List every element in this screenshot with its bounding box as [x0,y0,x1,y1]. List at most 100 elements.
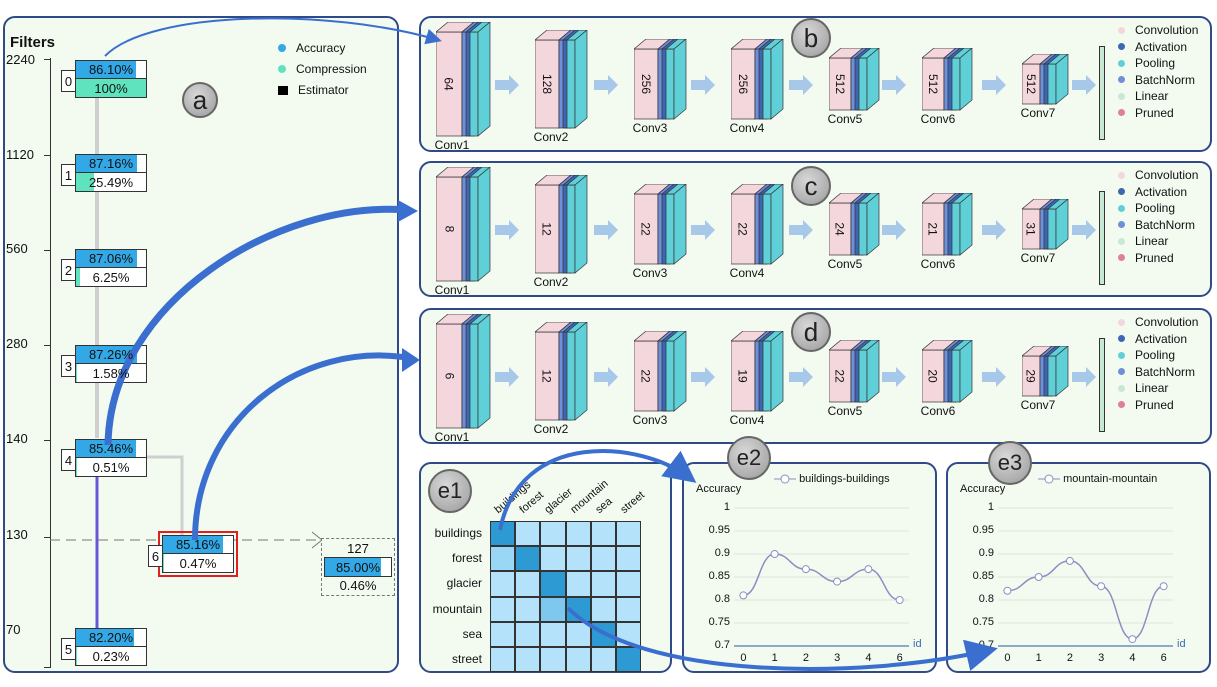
heatmap-cell[interactable] [590,596,616,622]
data-point[interactable] [1034,573,1043,581]
node-compression: 6.25% [75,268,147,287]
layer-legend-item: Pooling [1118,201,1175,215]
compression-text: 0.47% [179,555,217,571]
layer-block[interactable] [731,39,795,123]
heatmap-cell[interactable] [565,647,591,673]
layer-block[interactable] [829,48,891,114]
heatmap-cell[interactable] [565,521,591,547]
layer-block[interactable] [731,184,795,268]
layer-filter-count: 24 [829,203,851,255]
data-point[interactable] [1159,582,1168,591]
heatmap-cell[interactable] [515,647,541,673]
layer-block[interactable] [922,48,984,114]
layer-block[interactable] [922,340,984,406]
heatmap-cell[interactable] [590,571,616,597]
layer-block[interactable] [731,331,795,415]
heatmap-cell[interactable] [515,596,541,622]
heatmap-cell[interactable] [616,621,642,647]
heatmap-cell[interactable] [616,571,642,597]
heatmap-cell[interactable] [616,546,642,572]
heatmap-cell[interactable] [590,546,616,572]
heatmap-cell[interactable] [490,571,516,597]
heatmap-cell[interactable] [515,546,541,572]
legend-accuracy-label: Accuracy [296,41,346,55]
heatmap-cell[interactable] [616,647,642,673]
candidate-node[interactable]: 2 87.06% 6.25% [61,249,147,287]
data-point[interactable] [770,550,779,558]
heatmap-cell[interactable] [590,621,616,647]
layer-block[interactable] [436,167,502,285]
heatmap-cell[interactable] [515,621,541,647]
y-tick-label: 1 [723,501,730,513]
heatmap-cell[interactable] [540,647,566,673]
layer-block[interactable] [535,175,599,277]
data-point[interactable] [1128,635,1137,644]
data-point[interactable] [1065,556,1074,565]
layer-block[interactable] [634,184,698,268]
candidate-node[interactable]: 3 87.26% 1.58% [61,345,147,383]
layer-block[interactable] [535,322,599,424]
layer-filter-count: 256 [634,49,658,119]
y-tick-label: 0.8 [978,593,994,605]
data-point[interactable] [739,591,748,600]
tick-2240: 2240 [6,52,35,67]
layer-filter-count-text: 6 [442,372,456,380]
layer-block[interactable] [535,30,599,132]
layer-block[interactable] [829,193,891,259]
heatmap-cell[interactable] [565,571,591,597]
heatmap-cell[interactable] [590,647,616,673]
candidate-node[interactable]: 1 87.16% 25.49% [61,154,147,192]
node-index: 3 [61,355,75,377]
candidate-node[interactable]: 0 86.10% 100% [61,60,147,98]
layer-block[interactable] [829,340,891,406]
candidate-node[interactable]: 6 85.16% 0.47% [148,531,238,577]
layer-block[interactable] [634,39,698,123]
data-point[interactable] [1097,582,1106,591]
heatmap-cell[interactable] [515,521,541,547]
layer-block[interactable] [634,331,698,415]
candidate-node[interactable]: 4 85.46% 0.51% [61,439,147,477]
layer-filter-count: 22 [829,350,851,402]
heatmap-cell[interactable] [515,571,541,597]
layer-block[interactable] [1022,199,1080,253]
estimator-filters: 127 [347,541,369,556]
heatmap-cell[interactable] [565,596,591,622]
heatmap-cell[interactable] [490,596,516,622]
candidate-node[interactable]: 5 82.20% 0.23% [61,628,147,666]
layer-legend-item: Activation [1118,185,1187,199]
heatmap-cell[interactable] [565,621,591,647]
heatmap-cell[interactable] [490,546,516,572]
layer-block[interactable] [436,314,502,432]
heatmap-cell[interactable] [540,621,566,647]
data-point[interactable] [1003,586,1012,595]
layer-filter-count-text: 22 [832,369,847,383]
heatmap-cell[interactable] [540,571,566,597]
data-point[interactable] [833,577,842,586]
heatmap-cell[interactable] [490,647,516,673]
node-compression: 100% [75,79,147,98]
layer-block[interactable] [922,193,984,259]
estimator-acc-fill [325,558,382,576]
data-point[interactable] [895,596,904,604]
compression-bar [76,173,94,191]
data-point[interactable] [864,565,873,574]
layer-name: Conv1 [434,430,470,444]
heatmap-cell[interactable] [490,621,516,647]
heatmap-cell[interactable] [590,521,616,547]
series-marker-icon [774,474,796,487]
legend-label: Linear [1135,234,1169,248]
heatmap-cell[interactable] [616,521,642,547]
layer-filter-count: 19 [731,341,755,411]
layer-block[interactable] [436,22,502,140]
heatmap-cell[interactable] [540,546,566,572]
heatmap-cell[interactable] [540,521,566,547]
layer-block[interactable] [1022,346,1080,400]
heatmap-cell[interactable] [540,596,566,622]
heatmap-cell[interactable] [490,521,516,547]
tick-1120: 1120 [6,147,34,162]
layer-block[interactable] [1022,54,1080,108]
estimator-acc-text: 85.00% [335,559,381,575]
heatmap-cell[interactable] [616,596,642,622]
heatmap-cell[interactable] [565,546,591,572]
data-point[interactable] [801,565,810,574]
